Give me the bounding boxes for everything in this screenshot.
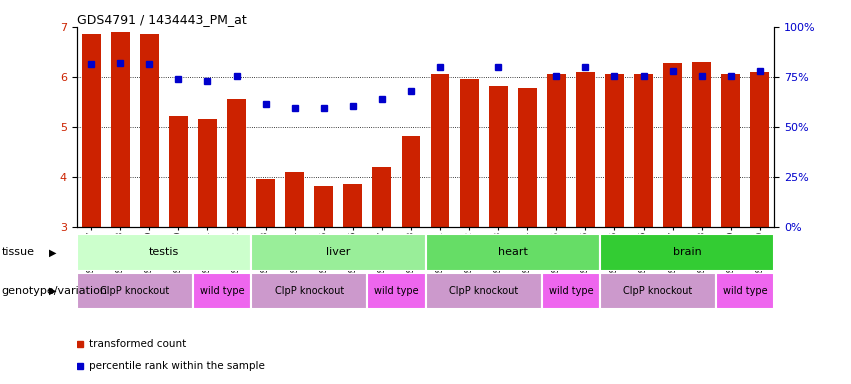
Text: testis: testis xyxy=(149,247,179,258)
Text: brain: brain xyxy=(673,247,701,258)
Bar xyxy=(373,167,391,227)
Bar xyxy=(460,79,478,227)
Bar xyxy=(368,273,426,309)
Text: ▶: ▶ xyxy=(49,247,56,258)
Text: GDS4791 / 1434443_PM_at: GDS4791 / 1434443_PM_at xyxy=(77,13,246,26)
Bar xyxy=(605,74,624,227)
Bar xyxy=(285,172,304,227)
Text: percentile rank within the sample: percentile rank within the sample xyxy=(89,361,265,371)
Text: ClpP knockout: ClpP knockout xyxy=(449,286,518,296)
Bar xyxy=(663,63,683,227)
Text: wild type: wild type xyxy=(549,286,593,296)
Bar xyxy=(576,72,595,227)
Text: wild type: wild type xyxy=(374,286,419,296)
Bar xyxy=(256,179,275,227)
Bar xyxy=(722,74,740,227)
Bar xyxy=(431,74,449,227)
Bar xyxy=(426,273,542,309)
Bar xyxy=(77,273,193,309)
Bar xyxy=(314,185,334,227)
Text: ClpP knockout: ClpP knockout xyxy=(275,286,344,296)
Bar xyxy=(343,184,363,227)
Bar xyxy=(193,273,251,309)
Bar xyxy=(600,273,717,309)
Text: liver: liver xyxy=(326,247,351,258)
Bar xyxy=(547,74,566,227)
Bar xyxy=(77,234,251,271)
Bar xyxy=(600,234,774,271)
Bar xyxy=(82,35,100,227)
Text: genotype/variation: genotype/variation xyxy=(2,286,108,296)
Text: wild type: wild type xyxy=(200,286,244,296)
Bar xyxy=(251,234,426,271)
Text: wild type: wild type xyxy=(723,286,768,296)
Bar xyxy=(111,32,129,227)
Bar xyxy=(402,136,420,227)
Bar xyxy=(198,119,217,227)
Bar xyxy=(692,62,711,227)
Bar xyxy=(488,86,508,227)
Bar xyxy=(517,88,537,227)
Bar xyxy=(426,234,600,271)
Text: transformed count: transformed count xyxy=(89,339,186,349)
Bar xyxy=(140,35,159,227)
Text: heart: heart xyxy=(498,247,528,258)
Bar xyxy=(751,72,769,227)
Bar xyxy=(717,273,774,309)
Bar xyxy=(542,273,600,309)
Text: tissue: tissue xyxy=(2,247,35,258)
Text: ClpP knockout: ClpP knockout xyxy=(624,286,693,296)
Text: ClpP knockout: ClpP knockout xyxy=(100,286,169,296)
Text: ▶: ▶ xyxy=(49,286,56,296)
Bar xyxy=(634,74,653,227)
Bar xyxy=(251,273,368,309)
Bar xyxy=(168,116,188,227)
Bar xyxy=(227,99,246,227)
